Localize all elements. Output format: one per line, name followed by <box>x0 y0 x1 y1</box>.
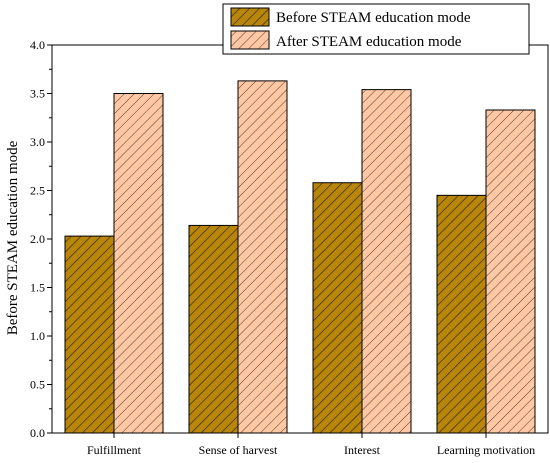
x-tick-label: Interest <box>344 443 381 457</box>
legend-label-before: Before STEAM education mode <box>276 10 471 26</box>
axes-layer: Fulfillment Sense of harvest Interest Learn… <box>30 38 549 457</box>
y-tick-label: 0.5 <box>30 378 45 392</box>
x-tick-label: Fulfillment <box>87 443 142 457</box>
y-tick-label: 0.0 <box>30 426 45 440</box>
legend-box <box>222 3 530 55</box>
bar-before-interest <box>312 182 363 434</box>
y-tick-label: 3.5 <box>30 87 45 101</box>
bar-before-sense-of-harvest <box>188 224 239 434</box>
legend-swatch-before <box>230 7 270 27</box>
bar-after-sense-of-harvest <box>237 80 288 434</box>
x-tick-label: Learning motivation <box>437 443 535 457</box>
y-tick-label: 2.0 <box>30 232 45 246</box>
bar-after-fulfillment <box>113 93 164 434</box>
bar-after-learning-motivation <box>485 109 536 434</box>
y-tick-label: 4.0 <box>30 38 45 52</box>
y-tick-label: 1.5 <box>30 281 45 295</box>
bar-before-fulfillment <box>64 235 115 434</box>
bar-before-learning-motivation <box>436 194 487 434</box>
y-tick-label: 2.5 <box>30 184 45 198</box>
legend-label-after: After STEAM education mode <box>276 34 462 50</box>
legend: Before STEAM education mode After STEAM … <box>222 3 530 55</box>
y-axis-title: Before STEAM education mode <box>5 140 21 335</box>
x-tick-label: Sense of harvest <box>199 443 278 457</box>
y-tick-label: 1.0 <box>30 329 45 343</box>
legend-swatch-after <box>230 30 270 50</box>
bars-layer <box>64 80 536 434</box>
bar-after-interest <box>361 89 412 434</box>
y-tick-label: 3.0 <box>30 135 45 149</box>
